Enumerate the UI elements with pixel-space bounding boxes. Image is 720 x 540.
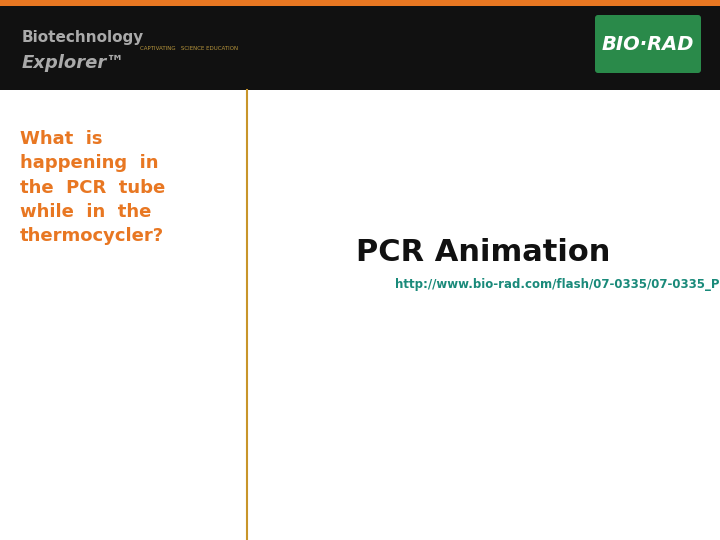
- Text: CAPTIVATING   SCIENCE EDUCATION: CAPTIVATING SCIENCE EDUCATION: [140, 46, 238, 51]
- Text: PCR Animation: PCR Animation: [356, 238, 610, 267]
- Text: http://www.bio-rad.com/flash/07-0335/07-0335_PCR.html: http://www.bio-rad.com/flash/07-0335/07-…: [395, 278, 720, 291]
- Text: What  is
happening  in
the  PCR  tube
while  in  the
thermocycler?: What is happening in the PCR tube while …: [20, 130, 166, 245]
- FancyBboxPatch shape: [595, 15, 701, 73]
- Bar: [0, 0, 720, 6]
- Text: Explorer™: Explorer™: [22, 54, 125, 72]
- Text: Biotechnology: Biotechnology: [22, 30, 144, 45]
- Text: BIO·RAD: BIO·RAD: [602, 35, 694, 53]
- Bar: [0, 6, 720, 90]
